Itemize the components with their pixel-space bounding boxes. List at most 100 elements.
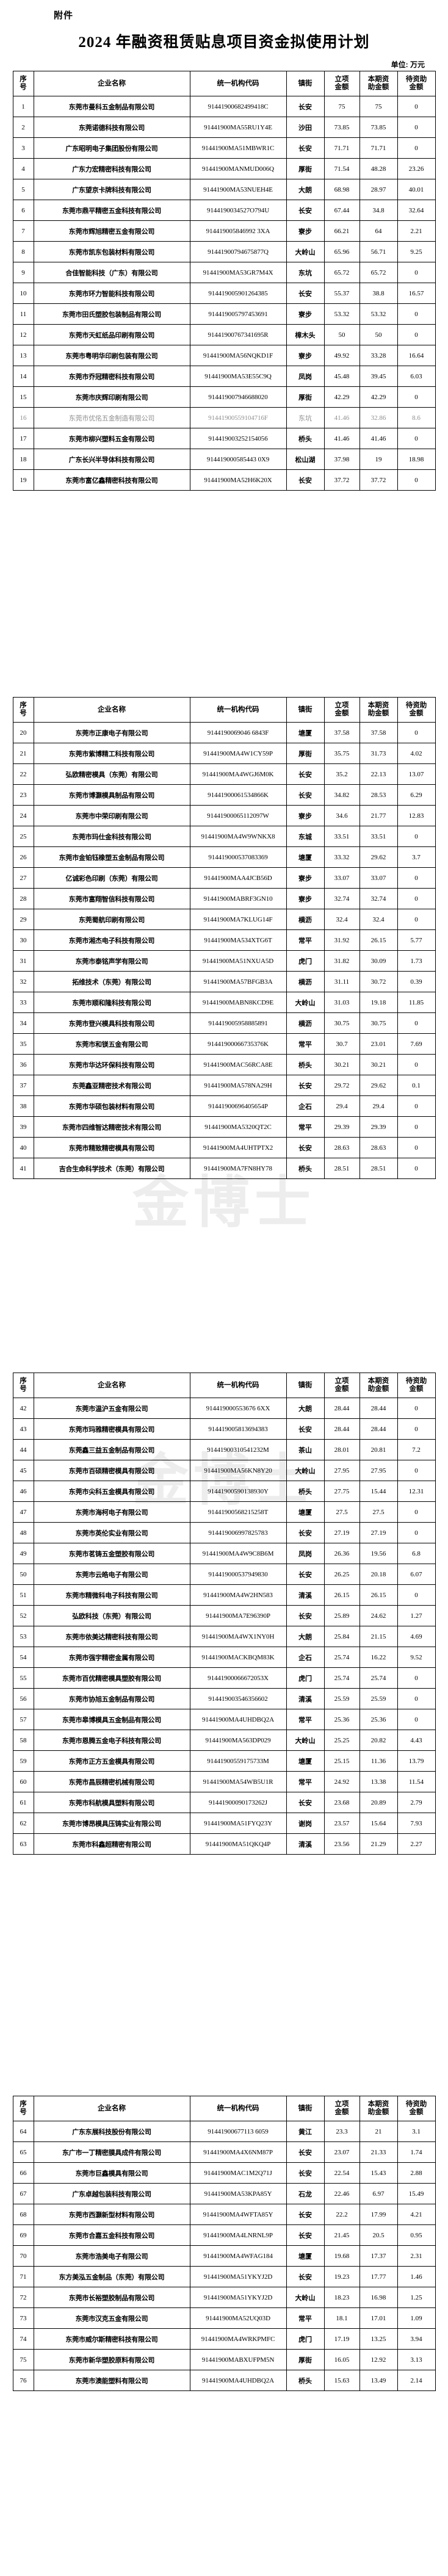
- row-company-name: 东莞市紫博精工科技有限公司: [33, 743, 190, 764]
- row-project-amount: 42.29: [323, 386, 360, 408]
- row-town: 大朗: [286, 179, 325, 200]
- row-index: 69: [12, 2224, 34, 2246]
- row-town: 东坑: [286, 262, 325, 283]
- row-org-code: 91441900MA54WB5U1R: [189, 1771, 287, 1792]
- table-row: 47 东莞市海柯电子有限公司 91441900568215258T 塘厦 27.5 27.…: [12, 1501, 436, 1523]
- row-town: 长安: [286, 1564, 325, 1585]
- row-pending-subsidy: 3.94: [397, 2328, 436, 2350]
- row-town: 塘厦: [286, 1501, 325, 1523]
- row-project-amount: 26.36: [323, 1543, 360, 1564]
- row-project-amount: 67.44: [323, 200, 360, 221]
- col-header-index: 序 号: [12, 1373, 34, 1398]
- table-row: 37 东莞鑫亚精密技术有限公司 91441900MA578NA29H 长安 29.72 2…: [12, 1075, 436, 1096]
- table-row: 64 广东东展科技股份有限公司 91441900677113 6059 黄江 23.3 2…: [12, 2121, 436, 2142]
- row-pending-subsidy: 0.95: [397, 2224, 436, 2246]
- row-index: 20: [12, 722, 34, 743]
- row-index: 5: [12, 179, 34, 200]
- row-project-amount: 37.72: [323, 469, 360, 491]
- row-org-code: 914419005958885891: [189, 1012, 287, 1034]
- row-current-subsidy: 16.22: [359, 1647, 398, 1668]
- row-town: 横沥: [286, 1012, 325, 1034]
- row-pending-subsidy: 0: [397, 1137, 436, 1158]
- row-index: 47: [12, 1501, 34, 1523]
- row-index: 10: [12, 283, 34, 304]
- row-pending-subsidy: 1.46: [397, 2266, 436, 2287]
- row-company-name: 东莞市长裕塑胶制品有限公司: [33, 2287, 190, 2308]
- row-org-code: 91441900MA4UHDBQ2A: [189, 1709, 287, 1730]
- row-company-name: 东莞市昌辰精密机械有限公司: [33, 1771, 190, 1792]
- row-pending-subsidy: 0: [397, 96, 436, 117]
- row-current-subsidy: 24.62: [359, 1605, 398, 1626]
- row-town: 清溪: [286, 1688, 325, 1709]
- table-header-row: 序 号 企业名称 统一机构代码 镇街 立项 金额 本期资 助金额 待资助 金额: [12, 71, 436, 96]
- row-company-name: 东莞市鼎平精密五金科技有限公司: [33, 200, 190, 221]
- row-org-code: 91441900MA4WGJ6M0K: [189, 763, 287, 785]
- row-index: 76: [12, 2370, 34, 2391]
- row-project-amount: 27.75: [323, 1481, 360, 1502]
- row-org-code: 91441900MA4W1CY59P: [189, 743, 287, 764]
- row-current-subsidy: 27.19: [359, 1522, 398, 1543]
- document-page-1: 附件 2024 年融资租赁贴息项目资金拟使用计划 单位: 万元 序 号 企业名称…: [0, 0, 448, 620]
- table-row: 22 弘欧精密模具（东莞）有限公司 91441900MA4WGJ6M0K 长安 35.2…: [12, 763, 436, 785]
- row-company-name: 东莞市威尔斯精密科技有限公司: [33, 2328, 190, 2350]
- plan-table-page-3: 序 号 企业名称 统一机构代码 镇街 立项 金额 本期资 助金额 待资助 金额: [12, 1373, 436, 1855]
- table-row: 60 东莞市昌辰精密机械有限公司 91441900MA54WB5U1R 常平 24.92…: [12, 1771, 436, 1792]
- col-header-index: 序 号: [12, 2096, 34, 2121]
- row-town: 长安: [286, 2162, 325, 2184]
- table-header: 序 号 企业名称 统一机构代码 镇街 立项 金额 本期资 助金额 待资助 金额: [12, 71, 436, 96]
- row-org-code: 91441900MA4UHDBQ2A: [189, 2370, 287, 2391]
- row-town: 长安: [286, 2266, 325, 2287]
- row-company-name: 东莞市博昂模具压铸实业有限公司: [33, 1813, 190, 1834]
- row-town: 塘厦: [286, 2245, 325, 2267]
- row-current-subsidy: 19: [359, 449, 398, 470]
- row-org-code: 91441900677113 6059: [189, 2121, 287, 2142]
- row-index: 59: [12, 1750, 34, 1772]
- row-pending-subsidy: 11.85: [397, 992, 436, 1013]
- row-project-amount: 28.44: [323, 1398, 360, 1419]
- row-pending-subsidy: 0: [397, 428, 436, 449]
- row-org-code: 91441900MAA4JCB56D: [189, 867, 287, 889]
- row-company-name: 东莞鑫三益五金制品有限公司: [33, 1439, 190, 1460]
- row-current-subsidy: 21.33: [359, 2141, 398, 2163]
- row-org-code: 91441900MA7E96390P: [189, 1605, 287, 1626]
- row-current-subsidy: 13.38: [359, 1771, 398, 1792]
- row-project-amount: 32.74: [323, 888, 360, 909]
- row-current-subsidy: 50: [359, 324, 398, 345]
- row-pending-subsidy: 4.43: [397, 1730, 436, 1751]
- row-pending-subsidy: 0: [397, 1158, 436, 1179]
- row-index: 31: [12, 950, 34, 972]
- table-row: 38 东莞市华硕包装材料有限公司 91441900696405654P 企石 29.4 2…: [12, 1095, 436, 1117]
- table-row: 24 东莞市中荣印刷有限公司 91441900065112097W 寮步 34.6 21.…: [12, 805, 436, 826]
- row-pending-subsidy: 0: [397, 826, 436, 847]
- row-town: 厚街: [286, 386, 325, 408]
- row-index: 40: [12, 1137, 34, 1158]
- row-index: 35: [12, 1033, 34, 1055]
- row-pending-subsidy: 2.79: [397, 1792, 436, 1813]
- row-company-name: 东莞市新华塑胶原料有限公司: [33, 2349, 190, 2370]
- row-company-name: 东莞市顺和隆科技有限公司: [33, 992, 190, 1013]
- col-header-company: 企业名称: [33, 697, 190, 723]
- row-org-code: 91441900065112097W: [189, 805, 287, 826]
- row-index: 49: [12, 1543, 34, 1564]
- row-index: 38: [12, 1095, 34, 1117]
- table-row: 58 东莞市恩腾五金电子科技有限公司 91441900MA563DP029 大岭山 25…: [12, 1730, 436, 1751]
- row-org-code: 914419005797453691: [189, 303, 287, 325]
- row-town: 大岭山: [286, 992, 325, 1013]
- row-index: 3: [12, 137, 34, 159]
- table-row: 73 东莞市汉克五金有限公司 91441900MA52UQ03D 常平 18.1 17.0…: [12, 2307, 436, 2329]
- row-town: 寮步: [286, 345, 325, 366]
- row-company-name: 东莞市科鑫超精密有限公司: [33, 1833, 190, 1855]
- row-town: 寮步: [286, 805, 325, 826]
- row-org-code: 91441900MA4WFTA85Y: [189, 2204, 287, 2225]
- row-town: 桥头: [286, 1054, 325, 1075]
- row-current-subsidy: 29.4: [359, 1095, 398, 1117]
- row-company-name: 东莞市粤明华印刷包装有限公司: [33, 345, 190, 366]
- row-pending-subsidy: 6.07: [397, 1564, 436, 1585]
- row-index: 44: [12, 1439, 34, 1460]
- row-org-code: 9144190069046 6843F: [189, 722, 287, 743]
- row-company-name: 东莞市正康电子有限公司: [33, 722, 190, 743]
- row-project-amount: 28.63: [323, 1137, 360, 1158]
- row-town: 大岭山: [286, 1460, 325, 1481]
- row-index: 30: [12, 929, 34, 951]
- row-org-code: 91441900MA56KN8Y20: [189, 1460, 287, 1481]
